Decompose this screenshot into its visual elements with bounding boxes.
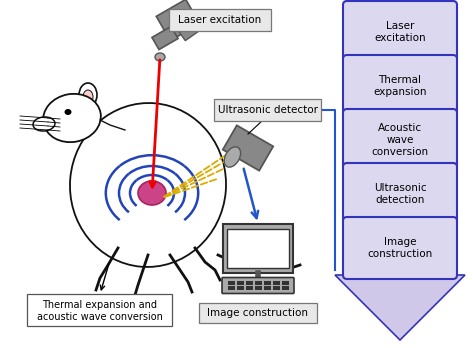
Bar — [199, 302, 317, 323]
Text: Laser excitation: Laser excitation — [178, 15, 262, 25]
Polygon shape — [178, 19, 201, 41]
Bar — [237, 285, 244, 290]
Ellipse shape — [224, 147, 241, 167]
Text: acoustic wave conversion: acoustic wave conversion — [37, 312, 163, 322]
Ellipse shape — [79, 83, 97, 107]
Text: Thermal
expansion: Thermal expansion — [373, 75, 427, 97]
FancyBboxPatch shape — [343, 217, 457, 279]
Text: Acoustic
wave
conversion: Acoustic wave conversion — [372, 124, 428, 157]
Bar — [255, 285, 262, 290]
Bar — [246, 285, 253, 290]
FancyBboxPatch shape — [222, 277, 294, 293]
Text: Ultrasonic detector: Ultrasonic detector — [218, 105, 318, 115]
Bar — [228, 280, 235, 285]
Bar — [264, 280, 271, 285]
FancyBboxPatch shape — [343, 55, 457, 117]
Text: Image
construction: Image construction — [367, 237, 433, 259]
FancyBboxPatch shape — [215, 99, 321, 121]
Bar — [27, 294, 173, 326]
Bar — [246, 280, 253, 285]
Polygon shape — [223, 125, 273, 171]
FancyBboxPatch shape — [169, 9, 271, 31]
Bar — [273, 280, 280, 285]
Bar — [273, 285, 280, 290]
Text: Ultrasonic
detection: Ultrasonic detection — [374, 183, 426, 205]
Bar — [264, 285, 271, 290]
Bar — [237, 280, 244, 285]
Text: Image construction: Image construction — [208, 308, 309, 317]
Bar — [282, 285, 289, 290]
Bar — [282, 280, 289, 285]
FancyBboxPatch shape — [343, 163, 457, 225]
Ellipse shape — [83, 90, 93, 104]
Ellipse shape — [138, 181, 166, 205]
Ellipse shape — [70, 103, 226, 267]
Ellipse shape — [43, 94, 101, 142]
Bar — [228, 285, 235, 290]
Ellipse shape — [64, 109, 72, 115]
Bar — [227, 229, 289, 268]
Bar — [223, 223, 293, 272]
Ellipse shape — [155, 53, 165, 61]
FancyBboxPatch shape — [343, 109, 457, 171]
Polygon shape — [152, 26, 178, 49]
Polygon shape — [335, 5, 465, 340]
Text: Thermal expansion and: Thermal expansion and — [43, 300, 157, 310]
Text: Laser
excitation: Laser excitation — [374, 21, 426, 43]
Bar — [255, 280, 262, 285]
Ellipse shape — [33, 117, 55, 131]
Polygon shape — [156, 0, 200, 41]
FancyBboxPatch shape — [343, 1, 457, 63]
